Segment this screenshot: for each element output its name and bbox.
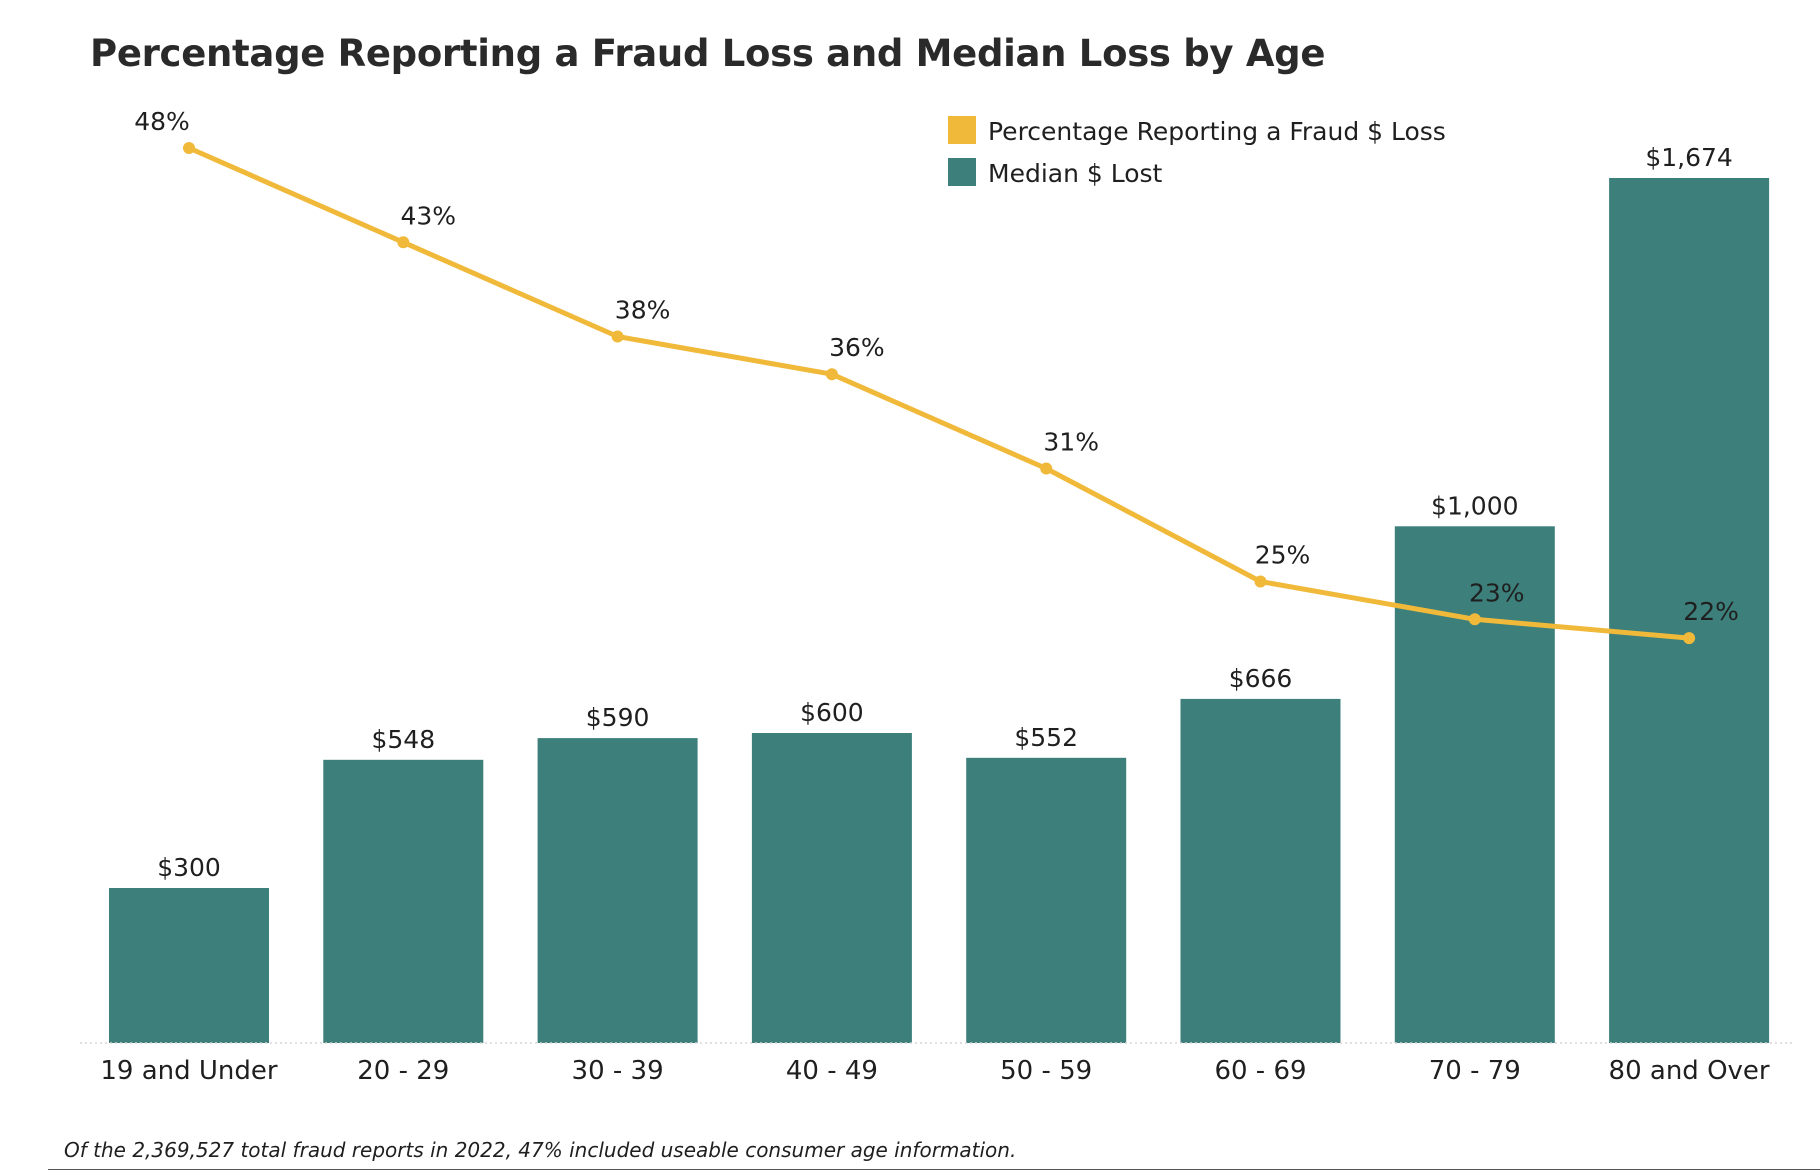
bar xyxy=(1609,178,1770,1043)
bar-data-label: $666 xyxy=(1229,664,1293,693)
bar-data-label: $590 xyxy=(586,703,650,732)
line-data-label: 25% xyxy=(1255,541,1311,570)
line-point xyxy=(1040,462,1053,475)
chart-title: Percentage Reporting a Fraud Loss and Me… xyxy=(90,32,1326,75)
bar-data-label: $300 xyxy=(157,853,221,882)
line-path xyxy=(186,145,1692,641)
x-tick-label: 19 and Under xyxy=(100,1056,278,1086)
legend-label-percentage-reporting: Percentage Reporting a Fraud $ Loss xyxy=(988,117,1446,146)
bar-data-label: $552 xyxy=(1014,723,1078,752)
bar xyxy=(751,733,912,1043)
x-tick-label: 60 - 69 xyxy=(1214,1056,1306,1086)
x-tick-label: 70 - 79 xyxy=(1429,1056,1521,1086)
bar-data-label: $1,674 xyxy=(1645,143,1732,172)
line-data-label: 36% xyxy=(829,333,885,362)
line-data-label: 23% xyxy=(1469,578,1525,607)
legend: Percentage Reporting a Fraud $ Loss Media… xyxy=(948,116,1446,188)
line-data-label: 43% xyxy=(401,201,457,230)
line-point xyxy=(825,368,838,381)
x-tick-label: 40 - 49 xyxy=(786,1056,878,1086)
x-tick-label: 50 - 59 xyxy=(1000,1056,1092,1086)
line-data-labels: 48% 43% 38% 36% 31% 25% 23% 22% xyxy=(134,107,1739,626)
line-point xyxy=(397,236,410,249)
x-axis-tick-labels: 19 and Under 20 - 29 30 - 39 40 - 49 50 - 59… xyxy=(100,1056,1770,1086)
bar xyxy=(537,738,698,1043)
legend-swatch-percentage-reporting xyxy=(948,116,976,144)
legend-label-median-lost: Median $ Lost xyxy=(988,159,1163,188)
line-point xyxy=(611,330,624,343)
line-data-label: 38% xyxy=(615,296,671,325)
footnote: Of the 2,369,527 total fraud reports in … xyxy=(64,1138,1017,1162)
line-point xyxy=(1683,632,1696,645)
bar xyxy=(109,888,269,1043)
bar xyxy=(323,759,484,1043)
legend-swatch-median-lost xyxy=(948,158,976,186)
line-series xyxy=(183,142,1696,645)
bar xyxy=(1180,698,1341,1043)
line-data-label: 48% xyxy=(134,107,190,136)
line-data-label: 22% xyxy=(1683,597,1739,626)
bar-series xyxy=(109,178,1770,1043)
bar-data-labels: $300 $548 $590 $600 $552 $666 $1,000 $1,674 xyxy=(157,143,1733,882)
line-point xyxy=(183,142,195,154)
bar-data-label: $1,000 xyxy=(1431,491,1518,520)
x-tick-label: 20 - 29 xyxy=(357,1056,449,1086)
bar-data-label: $548 xyxy=(371,725,435,754)
x-tick-label: 30 - 39 xyxy=(572,1056,664,1086)
bar xyxy=(966,757,1127,1043)
x-tick-label: 80 and Over xyxy=(1609,1056,1770,1086)
line-point xyxy=(1468,613,1481,626)
bar-data-label: $600 xyxy=(800,698,864,727)
line-point xyxy=(1254,575,1267,588)
line-data-label: 31% xyxy=(1043,428,1099,457)
footer-divider xyxy=(48,1169,1820,1170)
